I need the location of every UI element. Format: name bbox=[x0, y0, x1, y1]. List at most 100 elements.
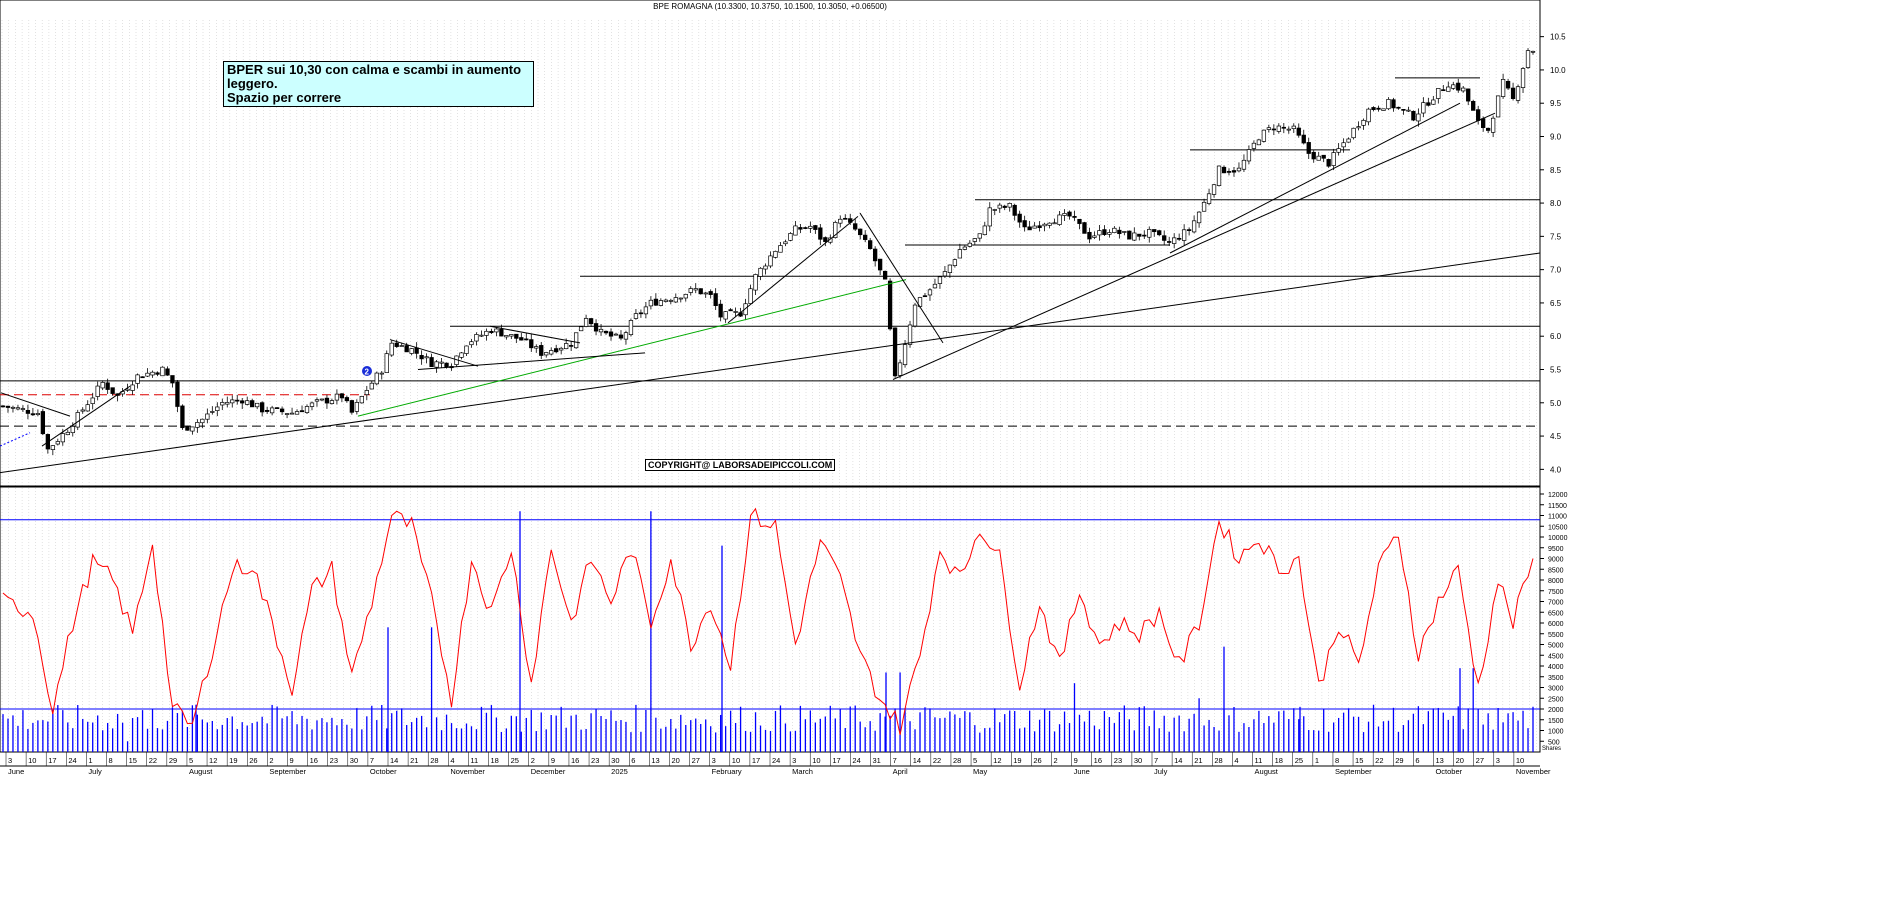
candle-body bbox=[1451, 84, 1456, 89]
candle-body bbox=[349, 400, 355, 413]
candle-body bbox=[868, 240, 873, 250]
candle-body bbox=[1500, 79, 1506, 97]
candle-body bbox=[180, 405, 185, 429]
date-tick-label: 9 bbox=[1074, 756, 1078, 765]
candle-body bbox=[698, 288, 703, 295]
candle-body bbox=[5, 405, 11, 408]
volume-tick-label: 11000 bbox=[1548, 514, 1567, 521]
candle-body bbox=[190, 426, 195, 432]
candle-body bbox=[514, 333, 519, 339]
date-tick-label: 29 bbox=[1395, 756, 1403, 765]
candle-body bbox=[1371, 107, 1376, 110]
date-tick-label: 5 bbox=[189, 756, 193, 765]
candle-body bbox=[808, 225, 813, 229]
candle-body bbox=[1017, 213, 1022, 223]
candle-body bbox=[748, 288, 753, 304]
date-tick-label: 11 bbox=[470, 756, 478, 765]
date-tick-label: 16 bbox=[571, 756, 579, 765]
date-tick-label: 28 bbox=[1214, 756, 1222, 765]
candle-body bbox=[1042, 223, 1047, 227]
candle-body bbox=[1520, 68, 1526, 88]
candle-body bbox=[484, 330, 489, 336]
candle-body bbox=[220, 402, 225, 406]
candle-body bbox=[578, 326, 584, 332]
date-tick-label: 20 bbox=[671, 756, 679, 765]
candle-body bbox=[643, 306, 649, 315]
candle-body bbox=[1137, 233, 1142, 237]
candle-body bbox=[1316, 155, 1321, 161]
candle-body bbox=[1421, 102, 1426, 114]
date-tick-label: 2 bbox=[531, 756, 535, 765]
candle-body bbox=[1361, 119, 1366, 126]
date-tick-label: 4 bbox=[450, 756, 454, 765]
price-tick-label: 5.5 bbox=[1550, 366, 1562, 375]
candle-body bbox=[1201, 201, 1207, 212]
candle-body bbox=[364, 390, 369, 396]
candle-body bbox=[1167, 241, 1172, 243]
month-label: September bbox=[1335, 767, 1372, 776]
candle-body bbox=[863, 234, 868, 240]
candle-body bbox=[823, 237, 828, 242]
trend-line bbox=[0, 252, 1541, 474]
candle-body bbox=[544, 352, 549, 356]
candle-body bbox=[464, 345, 469, 354]
candle-body bbox=[907, 324, 913, 345]
candle-body bbox=[1102, 229, 1107, 235]
candle-body bbox=[1037, 225, 1042, 229]
volume-panel-frame bbox=[0, 486, 1541, 753]
marker-label: 2 bbox=[365, 368, 370, 377]
volume-tick-label: 5000 bbox=[1548, 643, 1564, 650]
candle-body bbox=[404, 345, 409, 353]
candle-body bbox=[210, 411, 215, 413]
candle-body bbox=[145, 372, 150, 377]
candle-body bbox=[245, 400, 250, 405]
volume-tick-label: 7500 bbox=[1548, 589, 1564, 596]
candle-body bbox=[1271, 128, 1276, 131]
copyright-label: COPYRIGHT@ LABORSADEIPICCOLI.COM bbox=[645, 459, 836, 471]
date-tick-label: 14 bbox=[913, 756, 921, 765]
candle-body bbox=[504, 335, 509, 338]
candle-body bbox=[1077, 218, 1082, 224]
date-tick-label: 30 bbox=[350, 756, 358, 765]
month-label: 2025 bbox=[611, 767, 628, 776]
candle-body bbox=[25, 409, 31, 414]
volume-tick-label: 6000 bbox=[1548, 621, 1564, 628]
date-tick-label: 17 bbox=[832, 756, 840, 765]
candle-body bbox=[1436, 88, 1441, 99]
month-label: May bbox=[973, 767, 987, 776]
date-tick-label: 25 bbox=[511, 756, 519, 765]
candle-body bbox=[1067, 211, 1072, 217]
candle-body bbox=[818, 227, 823, 240]
candle-body bbox=[165, 368, 170, 376]
candle-body bbox=[264, 409, 270, 412]
month-label: April bbox=[893, 767, 908, 776]
candle-body bbox=[1321, 154, 1326, 159]
candle-body bbox=[598, 328, 604, 333]
candle-body bbox=[1032, 225, 1037, 229]
candle-body bbox=[1117, 229, 1122, 235]
trend-line bbox=[859, 212, 944, 344]
candle-body bbox=[60, 433, 65, 443]
candle-body bbox=[439, 361, 444, 364]
candle-body bbox=[95, 385, 100, 397]
candle-body bbox=[1481, 118, 1486, 128]
date-tick-label: 15 bbox=[1355, 756, 1363, 765]
date-tick-label: 28 bbox=[953, 756, 961, 765]
candle-body bbox=[1251, 142, 1257, 149]
price-tick-label: 9.0 bbox=[1550, 133, 1562, 142]
candle-body bbox=[1256, 139, 1262, 146]
volume-tick-label: 4500 bbox=[1548, 653, 1564, 660]
candle-body bbox=[70, 426, 75, 434]
month-label: August bbox=[189, 767, 213, 776]
candle-body bbox=[489, 330, 494, 334]
date-tick-label: 14 bbox=[1174, 756, 1182, 765]
candle-body bbox=[937, 276, 943, 284]
candle-body bbox=[90, 397, 95, 404]
candle-body bbox=[783, 241, 788, 245]
candle-body bbox=[434, 361, 439, 368]
candle-body bbox=[1530, 50, 1536, 53]
candle-body bbox=[1376, 107, 1381, 110]
candle-body bbox=[628, 320, 634, 336]
date-tick-label: 7 bbox=[370, 756, 374, 765]
candle-body bbox=[1471, 100, 1476, 111]
